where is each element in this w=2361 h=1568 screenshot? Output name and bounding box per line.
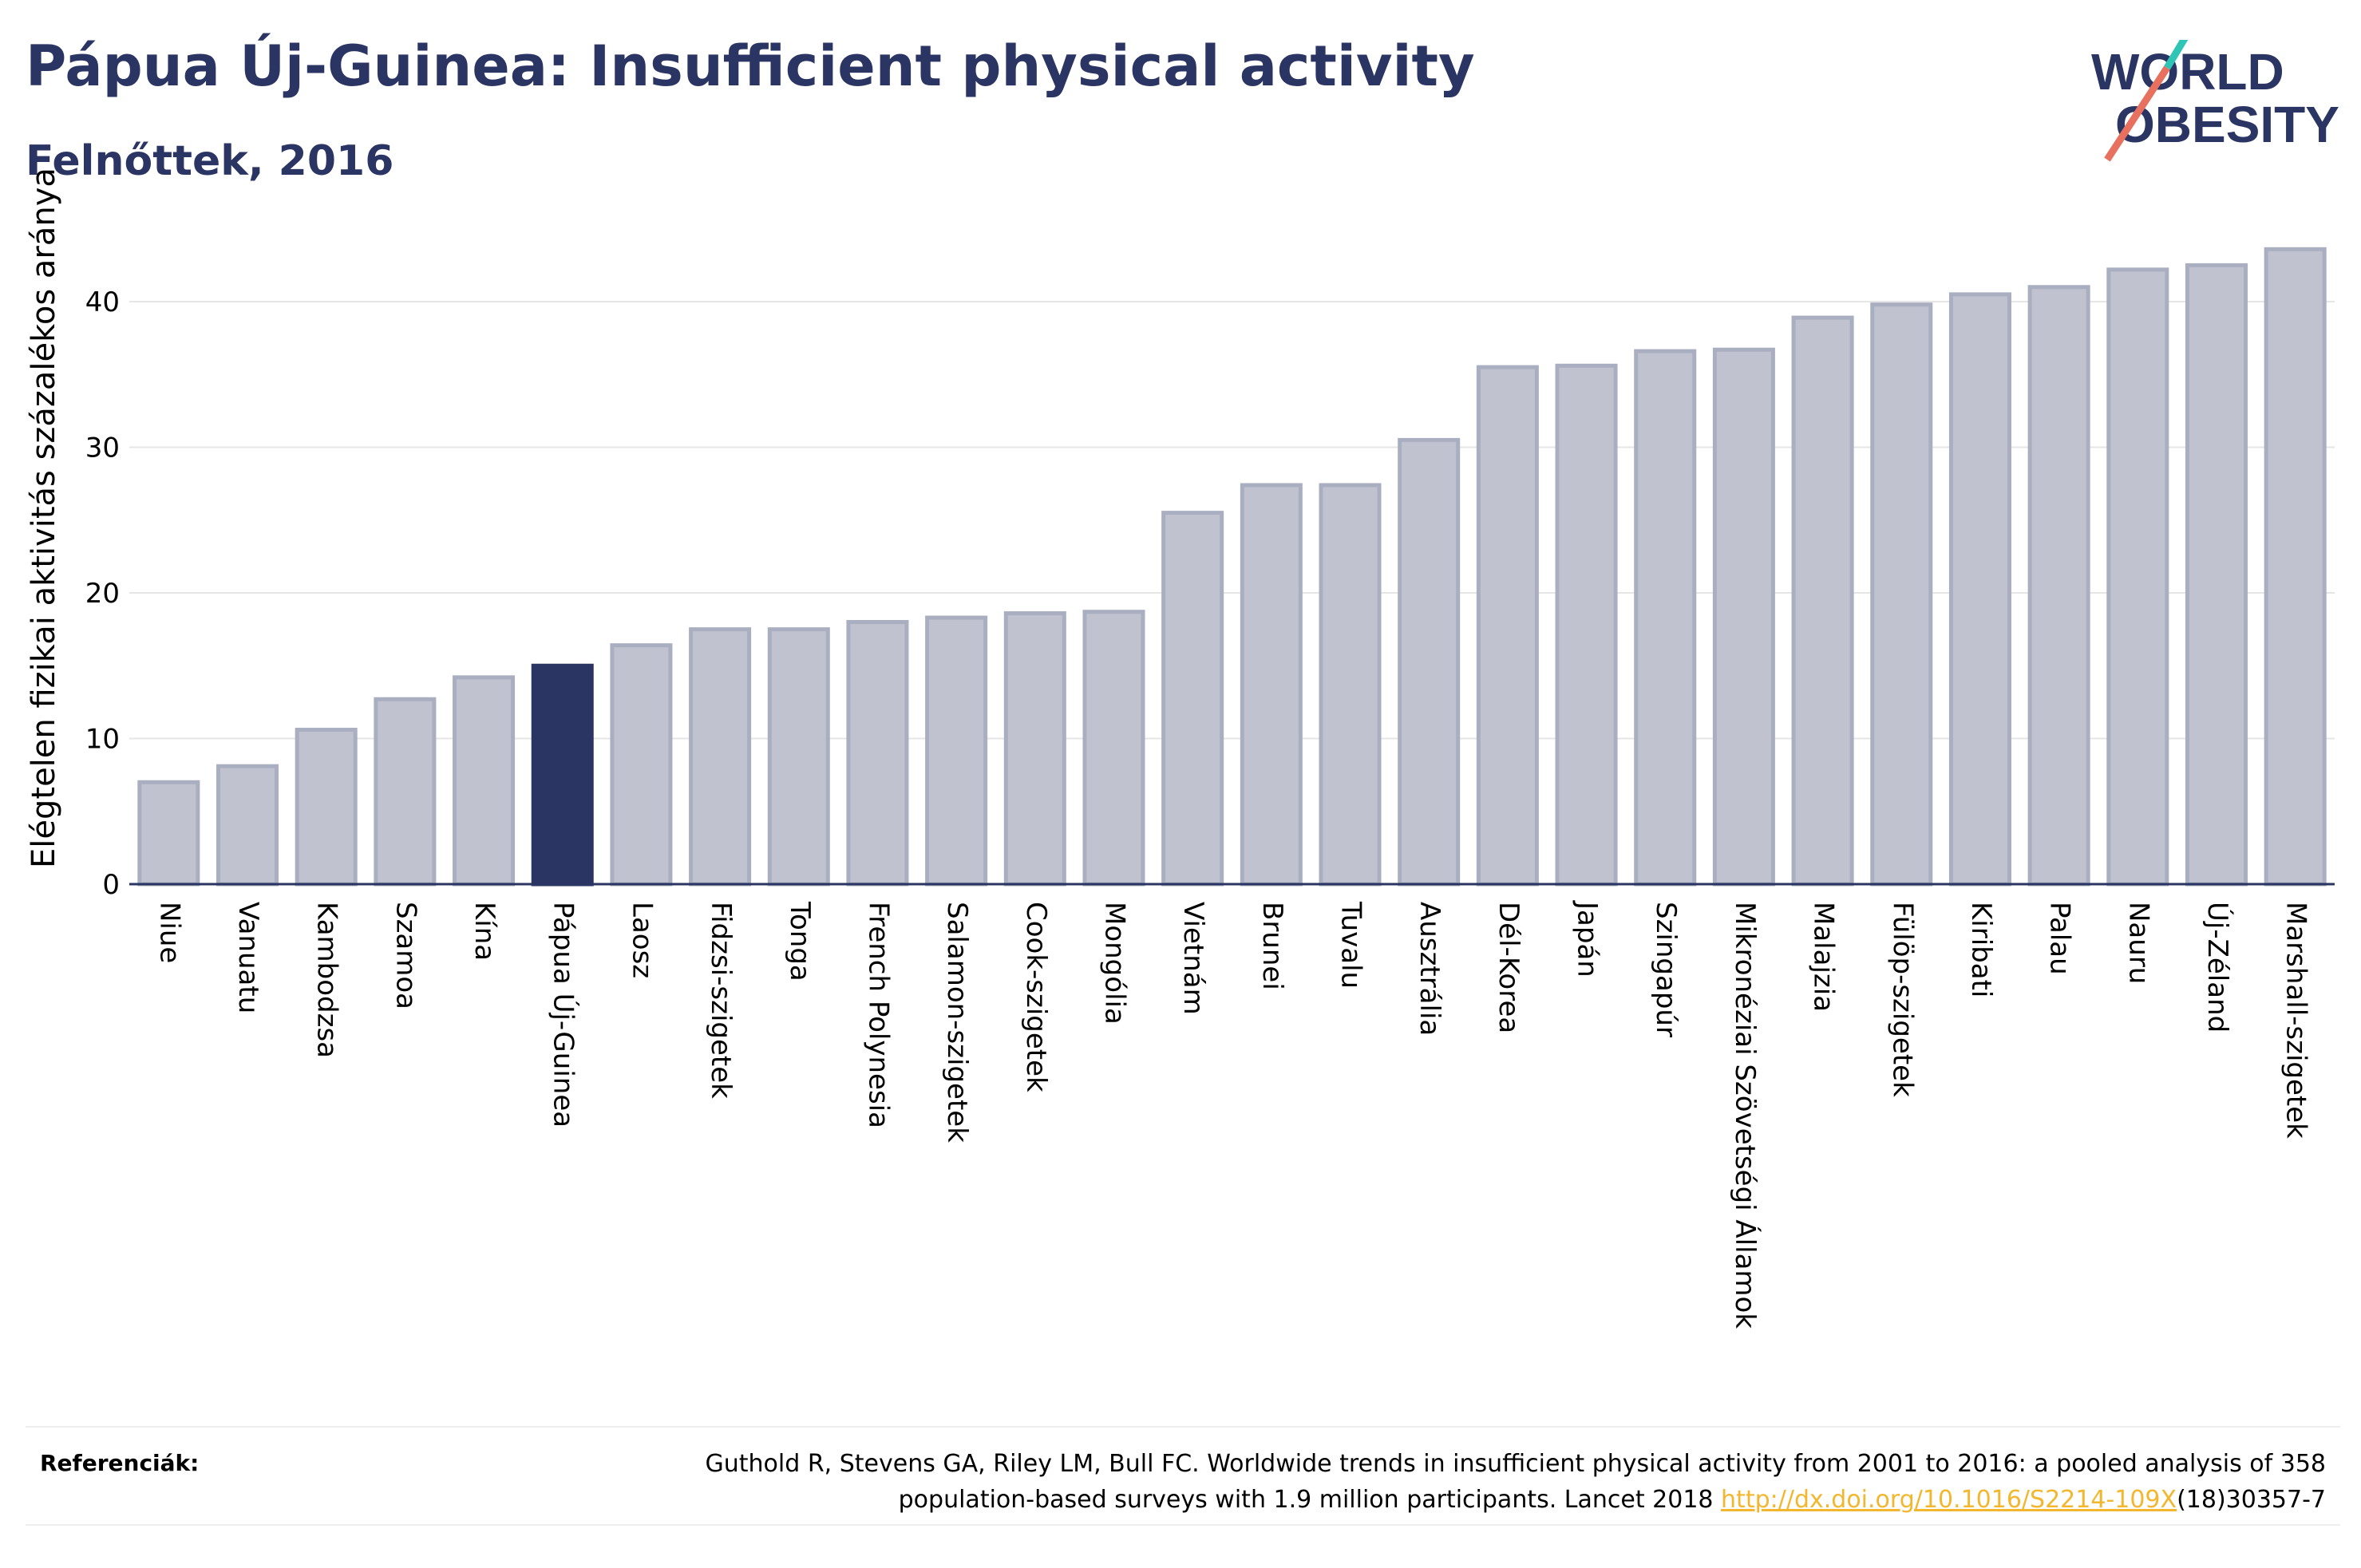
y-tick-label: 20: [85, 578, 120, 610]
x-tick-label: Marshall-szigetek: [2280, 902, 2312, 1139]
bar: [2264, 247, 2327, 887]
x-tick-label: Japán: [1572, 900, 1604, 978]
references-doi-suffix: (18)30357-7: [2177, 1486, 2326, 1514]
x-tick-label: Fülöp-szigetek: [1886, 902, 1918, 1097]
y-tick-label: 0: [102, 869, 120, 901]
x-tick-label: Szingapúr: [1650, 902, 1682, 1037]
logo-word-world: WORLD: [2091, 43, 2284, 101]
bar: [767, 627, 830, 887]
bar: [925, 615, 988, 887]
x-tick-label: Salamon-szigetek: [941, 902, 973, 1143]
bar: [1240, 483, 1303, 887]
bar: [846, 620, 909, 887]
bar: [1948, 292, 2011, 887]
x-tick-label: Kiribati: [1965, 902, 1997, 997]
x-tick-label: Malajzia: [1808, 902, 1840, 1012]
bar: [216, 764, 279, 887]
x-tick-label: Mongólia: [1098, 902, 1130, 1025]
x-tick-label: Niue: [153, 902, 185, 963]
x-tick-label: Cook-szigetek: [1020, 902, 1052, 1092]
x-tick-label: Kambodzsa: [311, 902, 343, 1058]
x-tick-label: Dél-Korea: [1493, 902, 1525, 1033]
bar: [2106, 267, 2169, 887]
chart-subtitle: Felnőttek, 2016: [26, 137, 394, 185]
x-tick-label: Laosz: [626, 902, 658, 978]
bar: [1555, 363, 1618, 887]
x-tick-label: Brunei: [1256, 902, 1288, 990]
bar: [531, 663, 594, 887]
references-text: Guthold R, Stevens GA, Riley LM, Bull FC…: [610, 1446, 2326, 1518]
bar: [1476, 365, 1539, 887]
bar: [1319, 483, 1382, 887]
logo-word-obesity: OBESITY: [2115, 96, 2339, 153]
bar: [1161, 511, 1224, 887]
world-obesity-logo: WORLD OBESITY: [2091, 40, 2339, 162]
bar: [1003, 611, 1066, 887]
x-tick-label: Fidzsi-szigetek: [705, 902, 737, 1099]
bar: [374, 697, 437, 887]
references-doi-link[interactable]: http://dx.doi.org/10.1016/S2214-109X: [1721, 1486, 2177, 1514]
x-tick-label: Vanuatu: [232, 902, 264, 1013]
references-label: Referenciák:: [40, 1450, 200, 1476]
bar-chart: 0 10 20 30 40 Elégtelen fizikai aktivitás szá…: [26, 168, 2335, 1329]
y-axis-label: Elégtelen fizikai aktivitás százalékos a…: [26, 168, 62, 868]
x-tick-label: Mikronéziai Szövetségi Államok: [1729, 902, 1762, 1329]
bar: [1398, 437, 1461, 887]
bar: [1712, 347, 1775, 887]
bar: [1870, 302, 1933, 887]
bar: [1791, 315, 1854, 887]
bar: [2185, 263, 2248, 887]
bar: [295, 728, 358, 887]
bar: [689, 627, 752, 887]
x-tick-label: Vietnám: [1177, 902, 1209, 1015]
x-tick-label: Pápua Új-Guinea: [548, 902, 580, 1128]
x-tick-label: French Polynesia: [862, 902, 894, 1128]
references-citation: Guthold R, Stevens GA, Riley LM, Bull FC…: [705, 1450, 2326, 1514]
x-tick-label: Nauru: [2122, 902, 2154, 984]
x-tick-label: Tonga: [784, 901, 816, 981]
logo-slash-teal: [2164, 40, 2189, 70]
bar: [2027, 285, 2090, 887]
x-tick-label: Kína: [469, 902, 500, 961]
references-top-divider: [26, 1426, 2340, 1428]
bar: [1082, 610, 1145, 887]
x-tick-label: Palau: [2044, 902, 2076, 975]
y-tick-label: 10: [85, 724, 120, 756]
x-tick-label: Új-Zéland: [2201, 902, 2234, 1033]
bar: [610, 643, 673, 887]
logo-slash-coral: [2104, 65, 2170, 162]
chart-title: Pápua Új-Guinea: Insufficient physical a…: [26, 34, 1475, 99]
y-tick-label: 30: [85, 432, 120, 464]
x-tick-label: Szamoa: [390, 902, 421, 1009]
bar: [137, 780, 200, 887]
references-bottom-divider: [26, 1524, 2340, 1526]
x-tick-label: Tuvalu: [1335, 901, 1367, 989]
bar: [1634, 349, 1697, 887]
x-tick-label: Ausztrália: [1414, 902, 1445, 1036]
bar: [453, 675, 516, 887]
y-tick-label: 40: [85, 286, 120, 318]
